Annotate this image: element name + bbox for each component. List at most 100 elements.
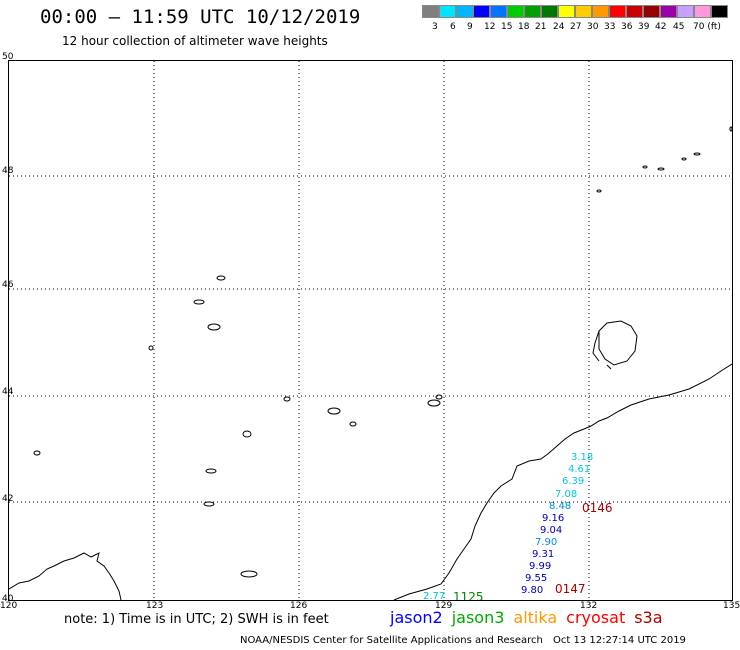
latitude-label: 50: [2, 52, 14, 62]
legend-swatch: [490, 5, 507, 18]
island-outline: [427, 399, 441, 407]
island-outline: [242, 430, 252, 438]
latitude-label: 40: [2, 594, 14, 604]
latitude-label: 46: [2, 280, 14, 290]
satellite-name: cryosat: [566, 608, 626, 627]
island-outline: [681, 157, 687, 161]
island-outline: [216, 275, 226, 281]
altimeter-map: 3.18 4.61 6.39 7.08 8.48 9.16 9.04 7.90 9.31 9.99…: [8, 60, 733, 601]
legend-swatch: [575, 5, 592, 18]
map-title: 00:00 – 11:59 UTC 10/12/2019: [40, 6, 361, 28]
legend-swatch: [473, 5, 490, 18]
legend-labels: 3 6 9 12 15 18 21 24 27 30 33 36 39 42 45 70 (ft): [422, 22, 740, 34]
legend-swatch: [558, 5, 575, 18]
coastline: [606, 364, 612, 370]
coastline: [592, 330, 600, 362]
legend-label: 36: [621, 22, 633, 32]
map-canvas: 3.184.616.39 7.088.489.169.047.909.319.99…: [9, 61, 732, 600]
wave-height-label: 8.48: [549, 501, 571, 512]
satellite-name: altika: [513, 608, 558, 627]
wave-height-label: 4.61: [568, 464, 590, 475]
legend-label: 18: [518, 22, 530, 32]
island-outline: [657, 167, 665, 171]
generated-timestamp: Oct 13 12:27:14 UTC 2019: [553, 635, 686, 646]
legend-swatch: [677, 5, 694, 18]
island-outline: [729, 126, 732, 132]
satellite-name: s3a: [634, 608, 663, 627]
legend-label: 70 (ft): [693, 22, 721, 32]
map-subtitle: 12 hour collection of altimeter wave hei…: [62, 34, 328, 48]
wave-height-label: 7.90: [535, 537, 557, 548]
wave-height-label: 3.18: [571, 452, 593, 463]
longitude-label: 120: [0, 601, 18, 611]
legend-swatch: [422, 5, 439, 18]
wave-height-label: 9.31: [532, 549, 554, 560]
legend-label: 33: [604, 22, 616, 32]
longitude-label: 129: [435, 601, 453, 611]
island-outline: [596, 189, 602, 193]
satellite-name: jason2: [390, 608, 443, 627]
wave-height-label: 7.08: [555, 489, 577, 500]
satellite-name: jason3: [451, 608, 505, 627]
island-outline: [349, 421, 357, 427]
island-outline: [642, 165, 648, 169]
latitude-label: 48: [2, 166, 14, 176]
wave-height-label: 9.04: [540, 525, 562, 536]
longitude-label: 126: [290, 601, 308, 611]
wave-height-label: 9.99: [529, 561, 551, 572]
pass-time-label: 0147: [555, 582, 586, 596]
island-outline: [193, 299, 205, 305]
legend-label: 42: [655, 22, 667, 32]
latitude-label: 44: [2, 387, 14, 397]
island-outline: [205, 468, 217, 474]
legend-label: 6: [450, 22, 456, 32]
legend-label: 9: [467, 22, 473, 32]
legend-swatch: [660, 5, 677, 18]
island-outline: [148, 345, 154, 351]
latitude-label: 42: [2, 494, 14, 504]
island-outline: [327, 407, 341, 415]
legend-label: 21: [535, 22, 547, 32]
legend-swatch: [592, 5, 609, 18]
wave-height-label: 9.55: [525, 573, 547, 584]
longitude-label: 123: [146, 601, 164, 611]
legend-swatch: [456, 5, 473, 18]
pass-time-label: 1125: [453, 590, 484, 600]
legend-swatch: [609, 5, 626, 18]
wave-height-label: 9.16: [542, 513, 564, 524]
wave-height-label: 2.77: [423, 591, 445, 600]
island-outline: [283, 396, 291, 402]
longitude-label: 135: [723, 601, 740, 611]
coastline: [598, 320, 638, 366]
legend-swatch: [626, 5, 643, 18]
legend-label: 30: [587, 22, 599, 32]
legend-swatch: [711, 5, 728, 18]
island-outline: [33, 450, 41, 456]
color-legend: [422, 5, 728, 18]
legend-label: 15: [501, 22, 513, 32]
coastline: [393, 363, 732, 600]
satellite-legend: jason2 jason3 altika cryosat s3a: [390, 608, 663, 627]
legend-label: 27: [570, 22, 582, 32]
island-outline: [207, 323, 221, 331]
longitude-label: 132: [580, 601, 598, 611]
island-outline: [435, 394, 443, 400]
legend-swatch: [694, 5, 711, 18]
island-outline: [240, 570, 258, 578]
legend-label: 12: [484, 22, 496, 32]
island-outline: [693, 152, 701, 156]
island-outline: [203, 501, 215, 507]
legend-label: 39: [638, 22, 650, 32]
wave-height-label: 9.80: [521, 585, 543, 596]
legend-swatch: [439, 5, 456, 18]
legend-swatch: [643, 5, 660, 18]
wave-height-label: 6.39: [562, 476, 584, 487]
legend-label: 24: [553, 22, 565, 32]
pass-time-label: 0146: [582, 501, 613, 515]
legend-swatch: [541, 5, 558, 18]
coastline: [9, 552, 122, 600]
footer-note: note: 1) Time is in UTC; 2) SWH is in fe…: [64, 612, 329, 627]
legend-label: 3: [432, 22, 438, 32]
credit-text: NOAA/NESDIS Center for Satellite Applica…: [240, 635, 543, 646]
legend-swatch: [507, 5, 524, 18]
